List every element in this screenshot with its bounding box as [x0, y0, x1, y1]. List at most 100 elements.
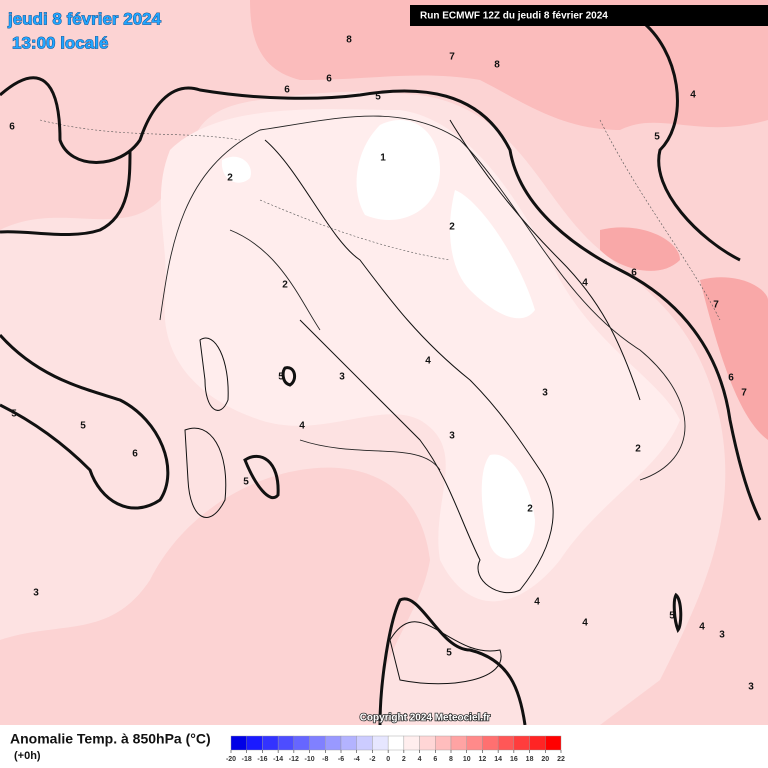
colorbar-swatch [262, 735, 279, 751]
map: 8 7 8 6 6 5 4 6 5 1 2 2 6 4 2 7 4 5 3 6 3 7 5 5 4 3 6 2 5 2 3 4 5 4 4 3 5 3 C… [0, 0, 768, 726]
contour-label: 4 [690, 90, 696, 101]
colorbar-swatch [545, 735, 562, 751]
contour-label: 5 [11, 409, 17, 420]
copyright: Copyright 2024 Meteociel.fr [360, 713, 491, 724]
contour-label: 4 [299, 421, 305, 432]
colorbar-swatch [450, 735, 467, 751]
contour-label: 5 [375, 92, 381, 103]
contour-label: 2 [635, 444, 641, 455]
colorbar-swatch [403, 735, 420, 751]
colorbar-swatch [277, 735, 295, 751]
colorbar-swatch [340, 735, 357, 751]
contour-label: 3 [748, 682, 754, 693]
contour-label: 1 [380, 153, 386, 164]
contour-label: 4 [582, 278, 588, 289]
colorbar-tick-label: -18 [242, 756, 252, 763]
colorbar-swatch [325, 735, 342, 751]
contour-label: 2 [449, 222, 455, 233]
contour-5 [0, 334, 170, 510]
contour-label: 3 [542, 388, 548, 399]
colorbar-swatch [387, 735, 405, 751]
contour-label: 7 [449, 52, 455, 63]
anomaly-zone-2 [160, 109, 680, 602]
contour-label: 7 [741, 388, 747, 399]
colorbar-swatch [230, 735, 247, 751]
contour-5 [0, 149, 132, 237]
colorbar-tick-label: 2 [402, 756, 406, 763]
contour-label: 8 [346, 35, 352, 46]
colorbar-swatch [497, 735, 515, 751]
anomaly-zone-6-8 [250, 0, 768, 130]
contour-label: 6 [728, 373, 734, 384]
colorbar-swatch [356, 735, 373, 751]
colorbar-tick-label: 10 [463, 756, 471, 763]
contour-label: 5 [446, 648, 452, 659]
contour-label: 5 [278, 372, 284, 383]
colorbar-swatch [293, 735, 310, 751]
colorbar-swatch [309, 735, 326, 751]
contour-label: 5 [80, 421, 86, 432]
contour-labels: 8 7 8 6 6 5 4 6 5 1 2 2 6 4 2 7 4 5 3 6 3 7 5 5 4 3 6 2 5 2 3 4 5 4 4 3 5 3 [9, 35, 754, 693]
contour-label: 2 [227, 173, 233, 184]
contour-5 [378, 597, 527, 726]
border [39, 119, 721, 321]
legend-subtitle: (+0h) [14, 750, 41, 762]
colorbar-tick-label: -6 [338, 756, 344, 763]
colorbar-tick-label: 12 [479, 756, 487, 763]
contour-label: 4 [534, 597, 540, 608]
contour-label: 3 [449, 431, 455, 442]
colorbar-swatch [482, 735, 499, 751]
colorbar-swatch [419, 735, 436, 751]
contour-label: 3 [33, 588, 39, 599]
contour-5 [0, 76, 762, 521]
title: jeudi 8 février 2024 [7, 9, 162, 28]
contour-label: 2 [282, 280, 288, 291]
contour-label: 7 [713, 300, 719, 311]
subtitle: 13:00 localé [12, 33, 108, 52]
contour-label: 2 [527, 504, 533, 515]
contour-5 [639, 18, 741, 262]
contour-label: 5 [243, 477, 249, 488]
anomaly-zone-0 [450, 190, 535, 319]
colorbar-tick-label: 16 [510, 756, 518, 763]
contour-label: 8 [494, 60, 500, 71]
colorbar-tick-label: 14 [494, 756, 502, 763]
legend-title: Anomalie Temp. à 850hPa (°C) [10, 731, 211, 747]
contour-label: 4 [582, 618, 588, 629]
colorbar-tick-label: -20 [226, 756, 236, 763]
colorbar-swatch [435, 735, 452, 751]
colorbar-tick-label: 18 [526, 756, 534, 763]
anomaly-zone-0 [221, 156, 251, 183]
colorbar-tick-label: -4 [354, 756, 360, 763]
colorbar-swatch [529, 735, 546, 751]
anomaly-zone-0 [356, 120, 440, 220]
colorbar-swatch [372, 735, 389, 751]
colorbar-swatch [466, 735, 483, 751]
contour-label: 6 [326, 74, 332, 85]
colorbar-tick-label: -14 [273, 756, 283, 763]
contour-label: 5 [654, 132, 660, 143]
contour-label: 6 [631, 268, 637, 279]
colorbar-tick-label: 4 [418, 756, 422, 763]
anomaly-zone-6-8 [700, 277, 768, 440]
colorbar-tick-label: 22 [557, 756, 565, 763]
colorbar-swatch [513, 735, 530, 751]
colorbar-tick-label: 0 [386, 756, 390, 763]
run-label: Run ECMWF 12Z du jeudi 8 février 2024 [420, 11, 608, 22]
contour-label: 5 [669, 611, 675, 622]
contour-label: 6 [9, 122, 15, 133]
colorbar-tick-label: -12 [289, 756, 299, 763]
colorbar-tick-label: -10 [305, 756, 315, 763]
colorbar-tick-label: -8 [322, 756, 328, 763]
colorbar-swatch [246, 735, 263, 751]
contour-label: 6 [284, 85, 290, 96]
contour-label: 6 [132, 449, 138, 460]
contour-label: 4 [699, 622, 705, 633]
colorbar-tick-label: 20 [541, 756, 549, 763]
colorbar-tick-label: 6 [433, 756, 437, 763]
colorbar-tick-label: -16 [257, 756, 267, 763]
anomaly-zone-0 [481, 454, 535, 559]
contour-label: 3 [339, 372, 345, 383]
contour-5 [243, 366, 683, 633]
